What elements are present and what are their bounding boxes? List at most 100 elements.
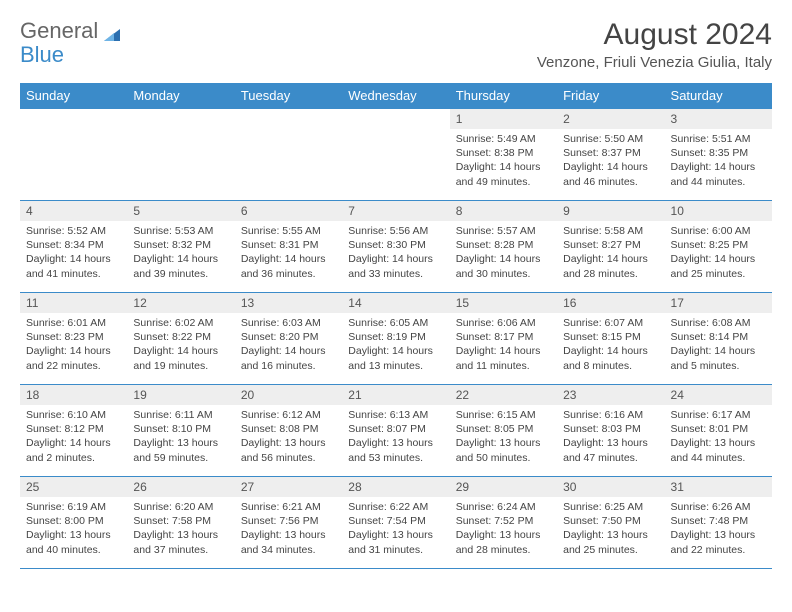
day-details: Sunrise: 5:53 AMSunset: 8:32 PMDaylight:… [127,221,234,284]
daylight-line: Daylight: 13 hours and 22 minutes. [671,528,766,556]
sunrise-line: Sunrise: 6:25 AM [563,500,658,514]
sunrise-line: Sunrise: 6:22 AM [348,500,443,514]
daylight-line: Daylight: 14 hours and 28 minutes. [563,252,658,280]
day-number: 31 [665,477,772,497]
sunrise-line: Sunrise: 6:01 AM [26,316,121,330]
sunset-line: Sunset: 8:01 PM [671,422,766,436]
day-details: Sunrise: 6:22 AMSunset: 7:54 PMDaylight:… [342,497,449,560]
day-cell: 14Sunrise: 6:05 AMSunset: 8:19 PMDayligh… [342,293,449,385]
sunrise-line: Sunrise: 6:13 AM [348,408,443,422]
sunrise-line: Sunrise: 6:08 AM [671,316,766,330]
day-details: Sunrise: 6:13 AMSunset: 8:07 PMDaylight:… [342,405,449,468]
daylight-line: Daylight: 14 hours and 11 minutes. [456,344,551,372]
day-cell: 27Sunrise: 6:21 AMSunset: 7:56 PMDayligh… [235,477,342,569]
day-number: 16 [557,293,664,313]
location: Venzone, Friuli Venezia Giulia, Italy [537,54,772,71]
sunrise-line: Sunrise: 6:19 AM [26,500,121,514]
day-details: Sunrise: 5:50 AMSunset: 8:37 PMDaylight:… [557,129,664,192]
weekday-header: Tuesday [235,83,342,109]
sunrise-line: Sunrise: 6:20 AM [133,500,228,514]
day-number: 5 [127,201,234,221]
sunrise-line: Sunrise: 5:51 AM [671,132,766,146]
daylight-line: Daylight: 14 hours and 5 minutes. [671,344,766,372]
logo-blue-wrap: Blue [20,42,64,68]
calendar-table: SundayMondayTuesdayWednesdayThursdayFrid… [20,83,772,569]
day-cell: 30Sunrise: 6:25 AMSunset: 7:50 PMDayligh… [557,477,664,569]
calendar-body: 1Sunrise: 5:49 AMSunset: 8:38 PMDaylight… [20,109,772,569]
sunrise-line: Sunrise: 6:00 AM [671,224,766,238]
day-cell: 5Sunrise: 5:53 AMSunset: 8:32 PMDaylight… [127,201,234,293]
sunrise-line: Sunrise: 6:11 AM [133,408,228,422]
logo-text-2: Blue [20,42,64,67]
day-number: 28 [342,477,449,497]
day-details: Sunrise: 6:19 AMSunset: 8:00 PMDaylight:… [20,497,127,560]
sunrise-line: Sunrise: 6:24 AM [456,500,551,514]
day-details: Sunrise: 6:00 AMSunset: 8:25 PMDaylight:… [665,221,772,284]
sunset-line: Sunset: 7:48 PM [671,514,766,528]
day-cell: 10Sunrise: 6:00 AMSunset: 8:25 PMDayligh… [665,201,772,293]
day-cell: 20Sunrise: 6:12 AMSunset: 8:08 PMDayligh… [235,385,342,477]
day-cell: 17Sunrise: 6:08 AMSunset: 8:14 PMDayligh… [665,293,772,385]
daylight-line: Daylight: 14 hours and 49 minutes. [456,160,551,188]
day-cell: 2Sunrise: 5:50 AMSunset: 8:37 PMDaylight… [557,109,664,201]
daylight-line: Daylight: 13 hours and 25 minutes. [563,528,658,556]
day-number: 26 [127,477,234,497]
daylight-line: Daylight: 13 hours and 31 minutes. [348,528,443,556]
sunset-line: Sunset: 7:50 PM [563,514,658,528]
sunset-line: Sunset: 8:05 PM [456,422,551,436]
day-details: Sunrise: 5:49 AMSunset: 8:38 PMDaylight:… [450,129,557,192]
calendar-row: 4Sunrise: 5:52 AMSunset: 8:34 PMDaylight… [20,201,772,293]
day-cell: 6Sunrise: 5:55 AMSunset: 8:31 PMDaylight… [235,201,342,293]
daylight-line: Daylight: 14 hours and 16 minutes. [241,344,336,372]
day-number: 8 [450,201,557,221]
day-cell: 11Sunrise: 6:01 AMSunset: 8:23 PMDayligh… [20,293,127,385]
sunrise-line: Sunrise: 5:50 AM [563,132,658,146]
day-number: 2 [557,109,664,129]
day-details: Sunrise: 5:56 AMSunset: 8:30 PMDaylight:… [342,221,449,284]
day-cell: 9Sunrise: 5:58 AMSunset: 8:27 PMDaylight… [557,201,664,293]
day-number: 22 [450,385,557,405]
day-details: Sunrise: 5:55 AMSunset: 8:31 PMDaylight:… [235,221,342,284]
day-number: 29 [450,477,557,497]
day-cell: 15Sunrise: 6:06 AMSunset: 8:17 PMDayligh… [450,293,557,385]
day-details: Sunrise: 6:05 AMSunset: 8:19 PMDaylight:… [342,313,449,376]
day-cell: 12Sunrise: 6:02 AMSunset: 8:22 PMDayligh… [127,293,234,385]
day-cell: 4Sunrise: 5:52 AMSunset: 8:34 PMDaylight… [20,201,127,293]
day-details: Sunrise: 6:20 AMSunset: 7:58 PMDaylight:… [127,497,234,560]
daylight-line: Daylight: 13 hours and 44 minutes. [671,436,766,464]
sunset-line: Sunset: 8:00 PM [26,514,121,528]
day-details: Sunrise: 5:57 AMSunset: 8:28 PMDaylight:… [450,221,557,284]
day-number: 13 [235,293,342,313]
sunset-line: Sunset: 8:30 PM [348,238,443,252]
daylight-line: Daylight: 14 hours and 39 minutes. [133,252,228,280]
day-cell: 26Sunrise: 6:20 AMSunset: 7:58 PMDayligh… [127,477,234,569]
sunset-line: Sunset: 8:25 PM [671,238,766,252]
day-details: Sunrise: 6:07 AMSunset: 8:15 PMDaylight:… [557,313,664,376]
day-details: Sunrise: 6:02 AMSunset: 8:22 PMDaylight:… [127,313,234,376]
sunset-line: Sunset: 8:23 PM [26,330,121,344]
day-details: Sunrise: 6:17 AMSunset: 8:01 PMDaylight:… [665,405,772,468]
daylight-line: Daylight: 14 hours and 30 minutes. [456,252,551,280]
day-details: Sunrise: 6:26 AMSunset: 7:48 PMDaylight:… [665,497,772,560]
daylight-line: Daylight: 13 hours and 59 minutes. [133,436,228,464]
daylight-line: Daylight: 14 hours and 2 minutes. [26,436,121,464]
day-number: 9 [557,201,664,221]
day-details: Sunrise: 6:01 AMSunset: 8:23 PMDaylight:… [20,313,127,376]
empty-cell [235,109,342,201]
calendar-row: 1Sunrise: 5:49 AMSunset: 8:38 PMDaylight… [20,109,772,201]
day-cell: 19Sunrise: 6:11 AMSunset: 8:10 PMDayligh… [127,385,234,477]
sunset-line: Sunset: 7:54 PM [348,514,443,528]
day-cell: 31Sunrise: 6:26 AMSunset: 7:48 PMDayligh… [665,477,772,569]
sunrise-line: Sunrise: 5:56 AM [348,224,443,238]
calendar-head: SundayMondayTuesdayWednesdayThursdayFrid… [20,83,772,109]
day-number: 3 [665,109,772,129]
sunrise-line: Sunrise: 5:49 AM [456,132,551,146]
sunrise-line: Sunrise: 6:17 AM [671,408,766,422]
sunset-line: Sunset: 8:20 PM [241,330,336,344]
daylight-line: Daylight: 13 hours and 56 minutes. [241,436,336,464]
sunset-line: Sunset: 8:27 PM [563,238,658,252]
day-cell: 22Sunrise: 6:15 AMSunset: 8:05 PMDayligh… [450,385,557,477]
empty-cell [127,109,234,201]
sunset-line: Sunset: 8:15 PM [563,330,658,344]
sunset-line: Sunset: 8:38 PM [456,146,551,160]
